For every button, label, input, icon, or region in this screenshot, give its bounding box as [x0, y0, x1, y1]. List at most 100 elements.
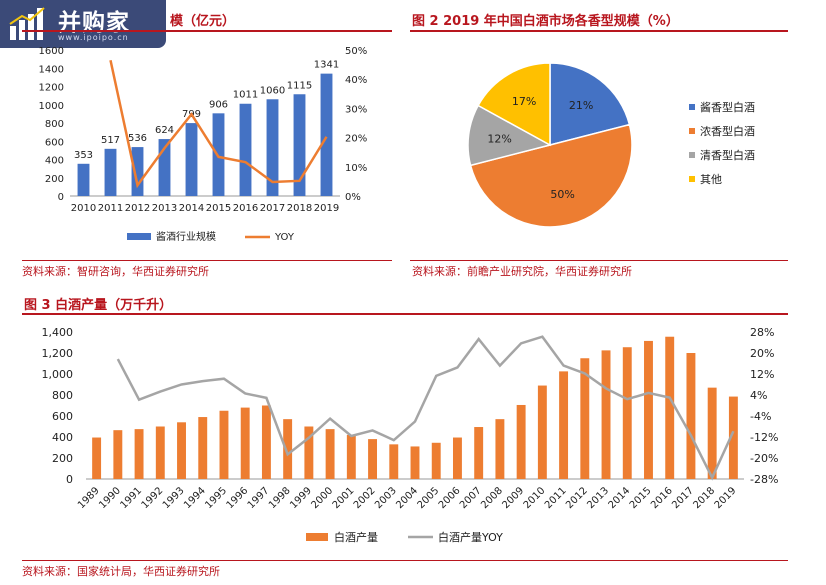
fig1-bar: [104, 148, 117, 196]
fig3-y2tick-label: 12%: [750, 368, 774, 381]
fig1-xtick-label: 2018: [287, 203, 312, 214]
fig3-xtick-label: 2008: [479, 485, 505, 511]
fig2-slice-label: 12%: [487, 133, 511, 146]
fig2-legend-label: 浓香型白酒: [700, 124, 755, 138]
fig3-bar: [134, 429, 144, 479]
fig3-bar: [559, 371, 569, 479]
fig2-slice-label: 17%: [512, 95, 536, 108]
fig3-xtick-label: 2004: [394, 485, 420, 511]
fig1-ytick-label: 1400: [39, 64, 64, 75]
fig3-bar: [474, 427, 484, 479]
fig3-legend-bar-label: 白酒产量: [334, 530, 378, 544]
fig3-bar: [389, 444, 399, 479]
fig1-ytick-label: 400: [45, 156, 64, 167]
fig3-bar: [304, 426, 314, 479]
fig1-bar: [320, 73, 333, 196]
fig3-xtick-label: 1993: [161, 485, 187, 511]
fig1-y2tick-label: 0%: [345, 192, 361, 203]
fig3-xtick-label: 2012: [564, 485, 590, 511]
fig3-bar: [665, 336, 675, 479]
fig3-legend-line-label: 白酒产量YOY: [438, 530, 503, 544]
fig3-yoy-line: [116, 335, 735, 481]
fig2-legend-label: 其他: [700, 173, 722, 186]
fig3-bar: [537, 385, 547, 479]
fig1-ytick-label: 200: [45, 174, 64, 185]
fig2-pie-slice: [467, 104, 553, 167]
fig1-y2tick-label: 10%: [345, 163, 367, 174]
fig3-bar: [368, 439, 378, 479]
fig3-y2tick-label: -4%: [750, 410, 771, 423]
fig1-bar: [293, 94, 306, 196]
fig2-pie-slice: [549, 62, 631, 146]
fig3-xtick-label: 2009: [500, 485, 526, 511]
fig2-pie-slice: [469, 123, 633, 228]
fig2-slice-label: 50%: [550, 188, 574, 201]
fig3-ytick-label: 1,000: [42, 368, 74, 381]
fig1-source-rule: [22, 260, 392, 261]
fig3-ytick-label: 200: [52, 452, 73, 465]
fig2-legend-swatch: [689, 152, 695, 158]
fig2-title: 图 2 2019 年中国白酒市场各香型规模（%）: [412, 14, 679, 29]
fig1-title-rule: [22, 30, 392, 32]
fig3-bar: [92, 437, 102, 479]
fig1-xtick-label: 2013: [152, 203, 177, 214]
fig1-bar: [266, 99, 279, 196]
fig3-legend-bar-swatch: [306, 533, 328, 541]
fig1-data-label: 1115: [287, 80, 312, 91]
fig3-bar: [644, 340, 653, 479]
fig1-data-label: 1341: [314, 60, 339, 71]
logo-url: www.ipoipo.cn: [58, 33, 129, 42]
fig1-xtick-label: 2016: [233, 203, 258, 214]
fig2-legend-label: 酱香型白酒: [700, 100, 755, 114]
fig3-ytick-label: 0: [66, 473, 73, 486]
fig3-xtick-label: 2005: [416, 485, 442, 511]
fig1-legend-bar-swatch: [127, 233, 151, 240]
fig1-data-label: 1011: [233, 90, 258, 101]
fig1-data-label: 353: [74, 150, 93, 161]
fig3-bar: [346, 434, 356, 479]
fig1-bar: [158, 139, 171, 196]
fig3-title: 图 3 白酒产量（万千升）: [24, 298, 173, 313]
fig3-bar: [177, 422, 186, 479]
fig3-xtick-label: 2000: [309, 485, 335, 511]
fig3-bar: [580, 358, 590, 479]
fig3-y2tick-label: -12%: [750, 431, 778, 444]
fig3-y2tick-label: -28%: [750, 473, 778, 486]
fig3-bar: [261, 405, 271, 479]
fig3-bar: [622, 347, 632, 479]
fig3-source-rule: [22, 560, 788, 561]
fig3-bar: [283, 419, 293, 479]
fig2-slice-label: 21%: [569, 99, 593, 112]
fig3-bar: [198, 417, 208, 479]
fig2-source-rule: [410, 260, 788, 261]
fig3-bar: [240, 407, 250, 479]
fig3-xtick-label: 2007: [458, 485, 484, 511]
fig3-bar: [707, 387, 717, 479]
fig3-bar: [155, 426, 165, 479]
fig1-ytick-label: 1200: [39, 83, 64, 94]
fig2-title-rule: [410, 30, 788, 32]
fig3-xtick-label: 2001: [331, 485, 357, 511]
fig1-xtick-label: 2010: [71, 203, 96, 214]
fig2-legend-swatch: [689, 176, 695, 182]
fig3-source: 资料来源：国家统计局，华西证券研究所: [22, 565, 220, 578]
fig1-bar: [77, 163, 90, 196]
fig3-y2tick-label: -20%: [750, 452, 778, 465]
fig3-bar: [728, 396, 738, 479]
fig1-xtick-label: 2012: [125, 203, 150, 214]
fig1-xtick-label: 2014: [179, 203, 204, 214]
fig1-y2tick-label: 30%: [345, 104, 367, 115]
fig1-ytick-label: 1000: [39, 101, 64, 112]
fig3-y2tick-label: 28%: [750, 326, 774, 339]
fig1-y2tick-label: 40%: [345, 75, 367, 86]
fig3-xtick-label: 1996: [225, 485, 251, 511]
fig3-bar: [452, 437, 462, 479]
fig1-ytick-label: 1600: [39, 46, 64, 57]
fig3-bar: [495, 419, 505, 479]
fig1-ytick-label: 800: [45, 119, 64, 130]
fig1-xtick-label: 2011: [98, 203, 123, 214]
fig1-bar: [131, 147, 144, 196]
fig3-xtick-label: 1990: [97, 485, 123, 511]
fig1-legend-bar-label: 酱酒行业规模: [156, 230, 216, 243]
